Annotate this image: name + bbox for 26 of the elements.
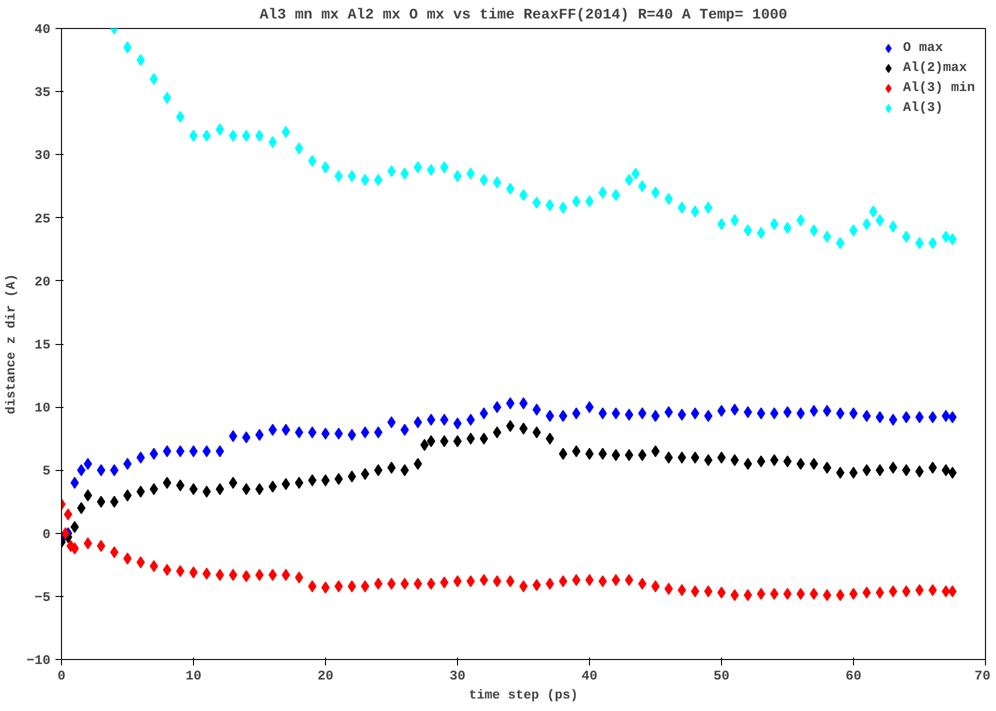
- legend-label: Al(2)max: [903, 60, 968, 76]
- legend-label: O max: [903, 40, 944, 56]
- x-tick-label: 0: [58, 670, 66, 684]
- x-tick-label: 70: [974, 670, 991, 684]
- y-tick-label: 15: [34, 338, 51, 354]
- y-tick-label: 25: [34, 212, 51, 228]
- x-tick-label: 60: [846, 670, 862, 684]
- x-tick-label: 50: [714, 670, 730, 684]
- x-axis-title: time step (ps): [468, 688, 578, 702]
- x-tick-label: 20: [318, 670, 334, 684]
- y-tick-label: 40: [34, 23, 51, 38]
- y-axis-title: distance z dir (A): [4, 274, 19, 414]
- y-tick-label: 10: [34, 402, 51, 417]
- y-tick-label: 0: [42, 528, 50, 543]
- y-tick-label: 30: [34, 149, 51, 164]
- legend-label: Al(3): [903, 100, 944, 116]
- y-tick-label: 35: [34, 86, 51, 102]
- legend-label: Al(3) min: [903, 80, 975, 96]
- y-tick-label: −5: [34, 590, 51, 606]
- y-tick-label: −10: [26, 654, 51, 669]
- chart-title: Al3 mn mx Al2 mx O mx vs time ReaxFF(2014) R=40 A Temp= 1000: [260, 8, 788, 24]
- x-tick-label: 10: [186, 670, 202, 684]
- x-tick-label: 40: [582, 670, 598, 684]
- y-tick-label: 20: [34, 275, 51, 290]
- y-tick-label: 5: [42, 464, 50, 480]
- x-tick-label: 30: [450, 670, 466, 684]
